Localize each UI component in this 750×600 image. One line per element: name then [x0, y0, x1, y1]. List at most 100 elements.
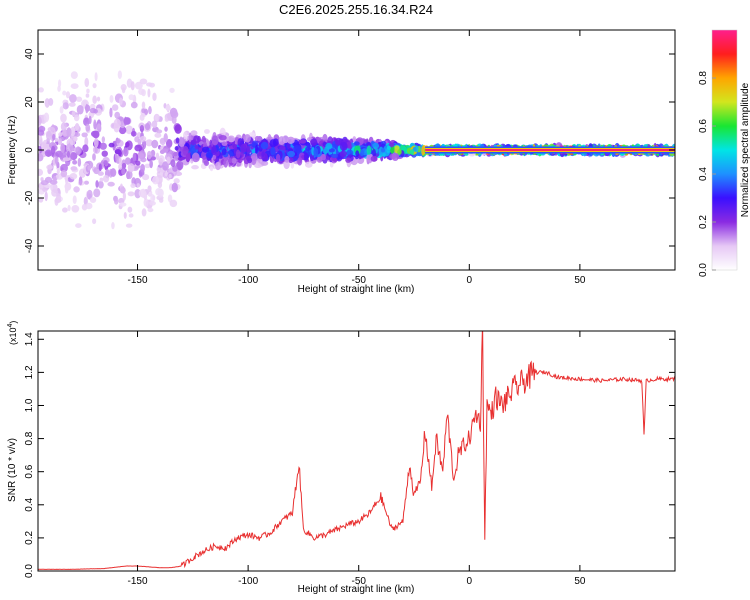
heatmap-cell — [134, 81, 143, 90]
heatmap-cell — [60, 143, 65, 153]
heatmap-cell — [62, 102, 69, 110]
heatmap-cell — [119, 121, 126, 129]
heatmap-cell — [249, 132, 255, 137]
heatmap-cell — [58, 132, 63, 137]
heatmap-cell — [154, 132, 162, 138]
heatmap-cell — [57, 138, 63, 146]
heatmap-cell — [101, 136, 106, 143]
heatmap-cell — [386, 145, 391, 150]
heatmap-cell — [409, 149, 415, 155]
heatmap-cell — [191, 152, 200, 163]
heatmap-cell — [38, 116, 42, 126]
heatmap-cell — [121, 162, 127, 169]
heatmap-cell — [152, 92, 157, 101]
heatmap-cell — [93, 137, 99, 148]
colorbar-gradient — [712, 30, 737, 270]
heatmap-cell — [329, 161, 334, 168]
heatmap-cell — [162, 161, 169, 171]
heatmap-cell — [118, 157, 122, 165]
heatmap-cell — [140, 157, 147, 163]
heatmap-cell — [397, 149, 402, 155]
heatmap-cell — [125, 157, 131, 165]
heatmap-cell — [372, 148, 376, 158]
y-tick-label: 20 — [24, 96, 35, 108]
heatmap-cell — [73, 114, 80, 122]
heatmap-cell — [98, 163, 102, 172]
heatmap-cell — [110, 168, 117, 177]
heatmap-cell — [114, 149, 122, 155]
colorbar-tick-label: 0.8 — [698, 71, 709, 85]
heatmap-cell — [275, 153, 281, 163]
heatmap-cell — [73, 186, 80, 193]
x-tick-label: 50 — [574, 275, 586, 286]
x-tick-label: -100 — [238, 275, 258, 286]
y-tick-label: 0.8 — [24, 431, 35, 445]
heatmap-cell — [169, 107, 178, 117]
heatmap-cell — [38, 168, 44, 176]
colorbar-tick-label: 0.6 — [698, 119, 709, 133]
heatmap-cell — [68, 102, 76, 107]
heatmap-cell — [70, 152, 78, 161]
heatmap-cell — [38, 153, 44, 162]
heatmap-cell — [99, 177, 104, 182]
x-tick-label: -50 — [351, 576, 366, 587]
y-multiplier-label: (x104) — [7, 321, 18, 345]
heatmap-cell — [111, 104, 119, 111]
heatmap-cell — [147, 88, 151, 98]
heatmap-cell — [66, 150, 71, 158]
heatmap-cell — [173, 151, 178, 157]
heatmap-cell — [166, 156, 171, 164]
heatmap-cell — [345, 157, 352, 163]
heatmap-cell — [60, 122, 67, 132]
heatmap-cell — [60, 163, 68, 173]
heatmap-cell — [95, 180, 99, 188]
heatmap-cell — [77, 157, 82, 167]
heatmap-cell — [235, 149, 241, 159]
colorbar-tick-label: 0.2 — [698, 215, 709, 229]
heatmap-chart: -150 -100 -50 0 50 -40 -20 0 20 40 Height of str… — [7, 29, 676, 295]
heatmap-cell — [93, 119, 97, 129]
heatmap-cell — [283, 160, 290, 170]
y-tick-label: 40 — [24, 48, 35, 60]
heatmap-cell — [74, 123, 80, 131]
heatmap-cell — [46, 131, 52, 141]
heatmap-cell — [44, 149, 52, 157]
heatmap-cell — [168, 173, 172, 179]
heatmap-cell — [287, 150, 296, 158]
heatmap-cell — [123, 116, 128, 126]
heatmap-cell — [40, 180, 49, 186]
heatmap-cell — [121, 168, 126, 176]
heatmap-cell — [88, 115, 92, 125]
heatmap-cell — [128, 213, 134, 218]
top-y-axis-label: Frequency (Hz) — [7, 116, 18, 185]
heatmap-cell — [75, 146, 81, 156]
heatmap-marks — [38, 70, 675, 230]
heatmap-cell — [122, 191, 126, 201]
heatmap-cell — [138, 150, 146, 160]
heatmap-cell — [141, 101, 146, 109]
heatmap-cell — [260, 141, 269, 150]
heatmap-cell — [201, 146, 210, 153]
heatmap-cell — [118, 197, 125, 204]
chart-title: C2E6.2025.255.16.34.R24 — [279, 2, 433, 17]
heatmap-cell — [150, 156, 156, 161]
heatmap-cell — [127, 163, 135, 173]
heatmap-cell — [243, 134, 251, 143]
heatmap-cell — [359, 149, 365, 157]
heatmap-cell — [44, 191, 48, 202]
heatmap-cell — [227, 158, 233, 164]
x-tick-label: -50 — [351, 275, 366, 286]
heatmap-cell — [171, 115, 177, 124]
heatmap-cell — [75, 223, 82, 228]
heatmap-cell — [51, 188, 59, 197]
heatmap-cell — [87, 165, 91, 171]
y-tick-label: 1.0 — [24, 398, 35, 412]
heatmap-cell — [269, 139, 277, 148]
heatmap-cell — [354, 141, 360, 146]
heatmap-cell — [149, 159, 153, 169]
heatmap-cell — [130, 183, 136, 189]
heatmap-cell — [161, 148, 169, 153]
heatmap-cell — [38, 129, 45, 136]
heatmap-cell — [355, 150, 360, 157]
